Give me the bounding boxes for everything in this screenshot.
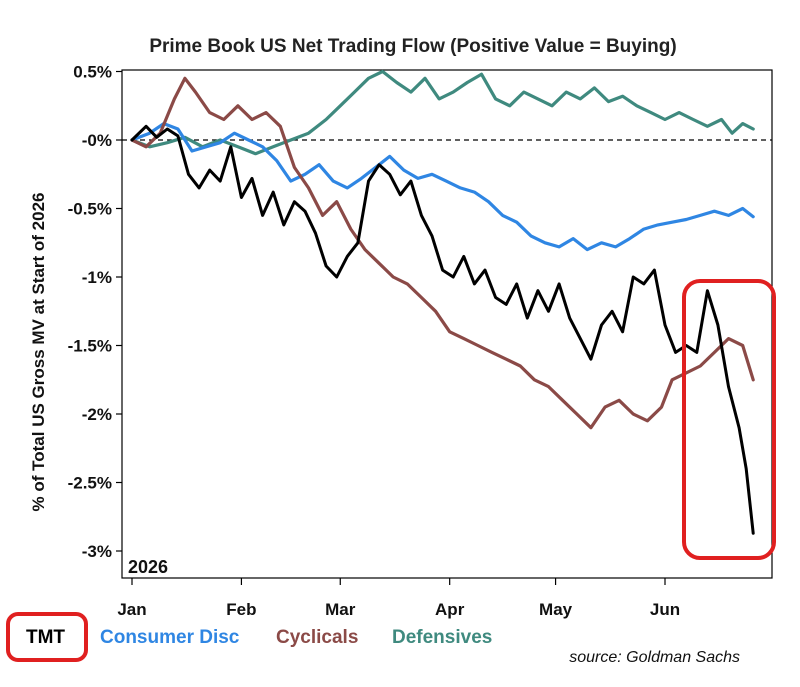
year-label: 2026 bbox=[128, 557, 168, 577]
series-layer bbox=[130, 69, 755, 535]
chart-title: Prime Book US Net Trading Flow (Positive… bbox=[149, 36, 676, 57]
series-line-cyclicals bbox=[130, 76, 755, 430]
legend-item-cyclicals: Cyclicals bbox=[276, 627, 358, 648]
x-axis: Jan Feb Mar Apr May Jun bbox=[117, 578, 680, 619]
y-axis-label: % of Total US Gross MV at Start of 2026 bbox=[29, 193, 48, 512]
y-tick-label: -2% bbox=[82, 405, 112, 424]
series-line-defensives bbox=[130, 69, 755, 156]
source-note: source: Goldman Sachs bbox=[569, 649, 740, 666]
y-axis: 0.5% -0% -0.5% -1% -1.5% -2% -2.5% -3% bbox=[68, 63, 122, 561]
plot-area bbox=[121, 69, 773, 579]
y-tick-label: 0.5% bbox=[73, 63, 112, 82]
legend-item-consumer-disc: Consumer Disc bbox=[100, 627, 240, 648]
series-line-tmt bbox=[130, 124, 755, 535]
y-tick-label: -0.5% bbox=[68, 200, 112, 219]
y-tick-label: -0% bbox=[82, 131, 112, 150]
highlight-box bbox=[682, 279, 776, 560]
x-tick-label: Jan bbox=[117, 600, 146, 619]
legend-highlight-box bbox=[6, 612, 88, 662]
y-tick-label: -1% bbox=[82, 268, 112, 287]
y-tick-label: -3% bbox=[82, 542, 112, 561]
x-tick-label: Mar bbox=[325, 600, 356, 619]
legend-item-defensives: Defensives bbox=[392, 627, 492, 648]
x-tick-label: Jun bbox=[650, 600, 680, 619]
legend-item-tmt: TMT bbox=[26, 627, 65, 648]
y-tick-label: -1.5% bbox=[68, 337, 112, 356]
legend: TMT Consumer Disc Cyclicals Defensives bbox=[6, 612, 492, 662]
y-tick-label: -2.5% bbox=[68, 474, 112, 493]
x-tick-label: Apr bbox=[435, 600, 465, 619]
series-line-consumer-disc bbox=[130, 121, 755, 252]
x-tick-label: Feb bbox=[226, 600, 256, 619]
x-tick-label: May bbox=[539, 600, 573, 619]
